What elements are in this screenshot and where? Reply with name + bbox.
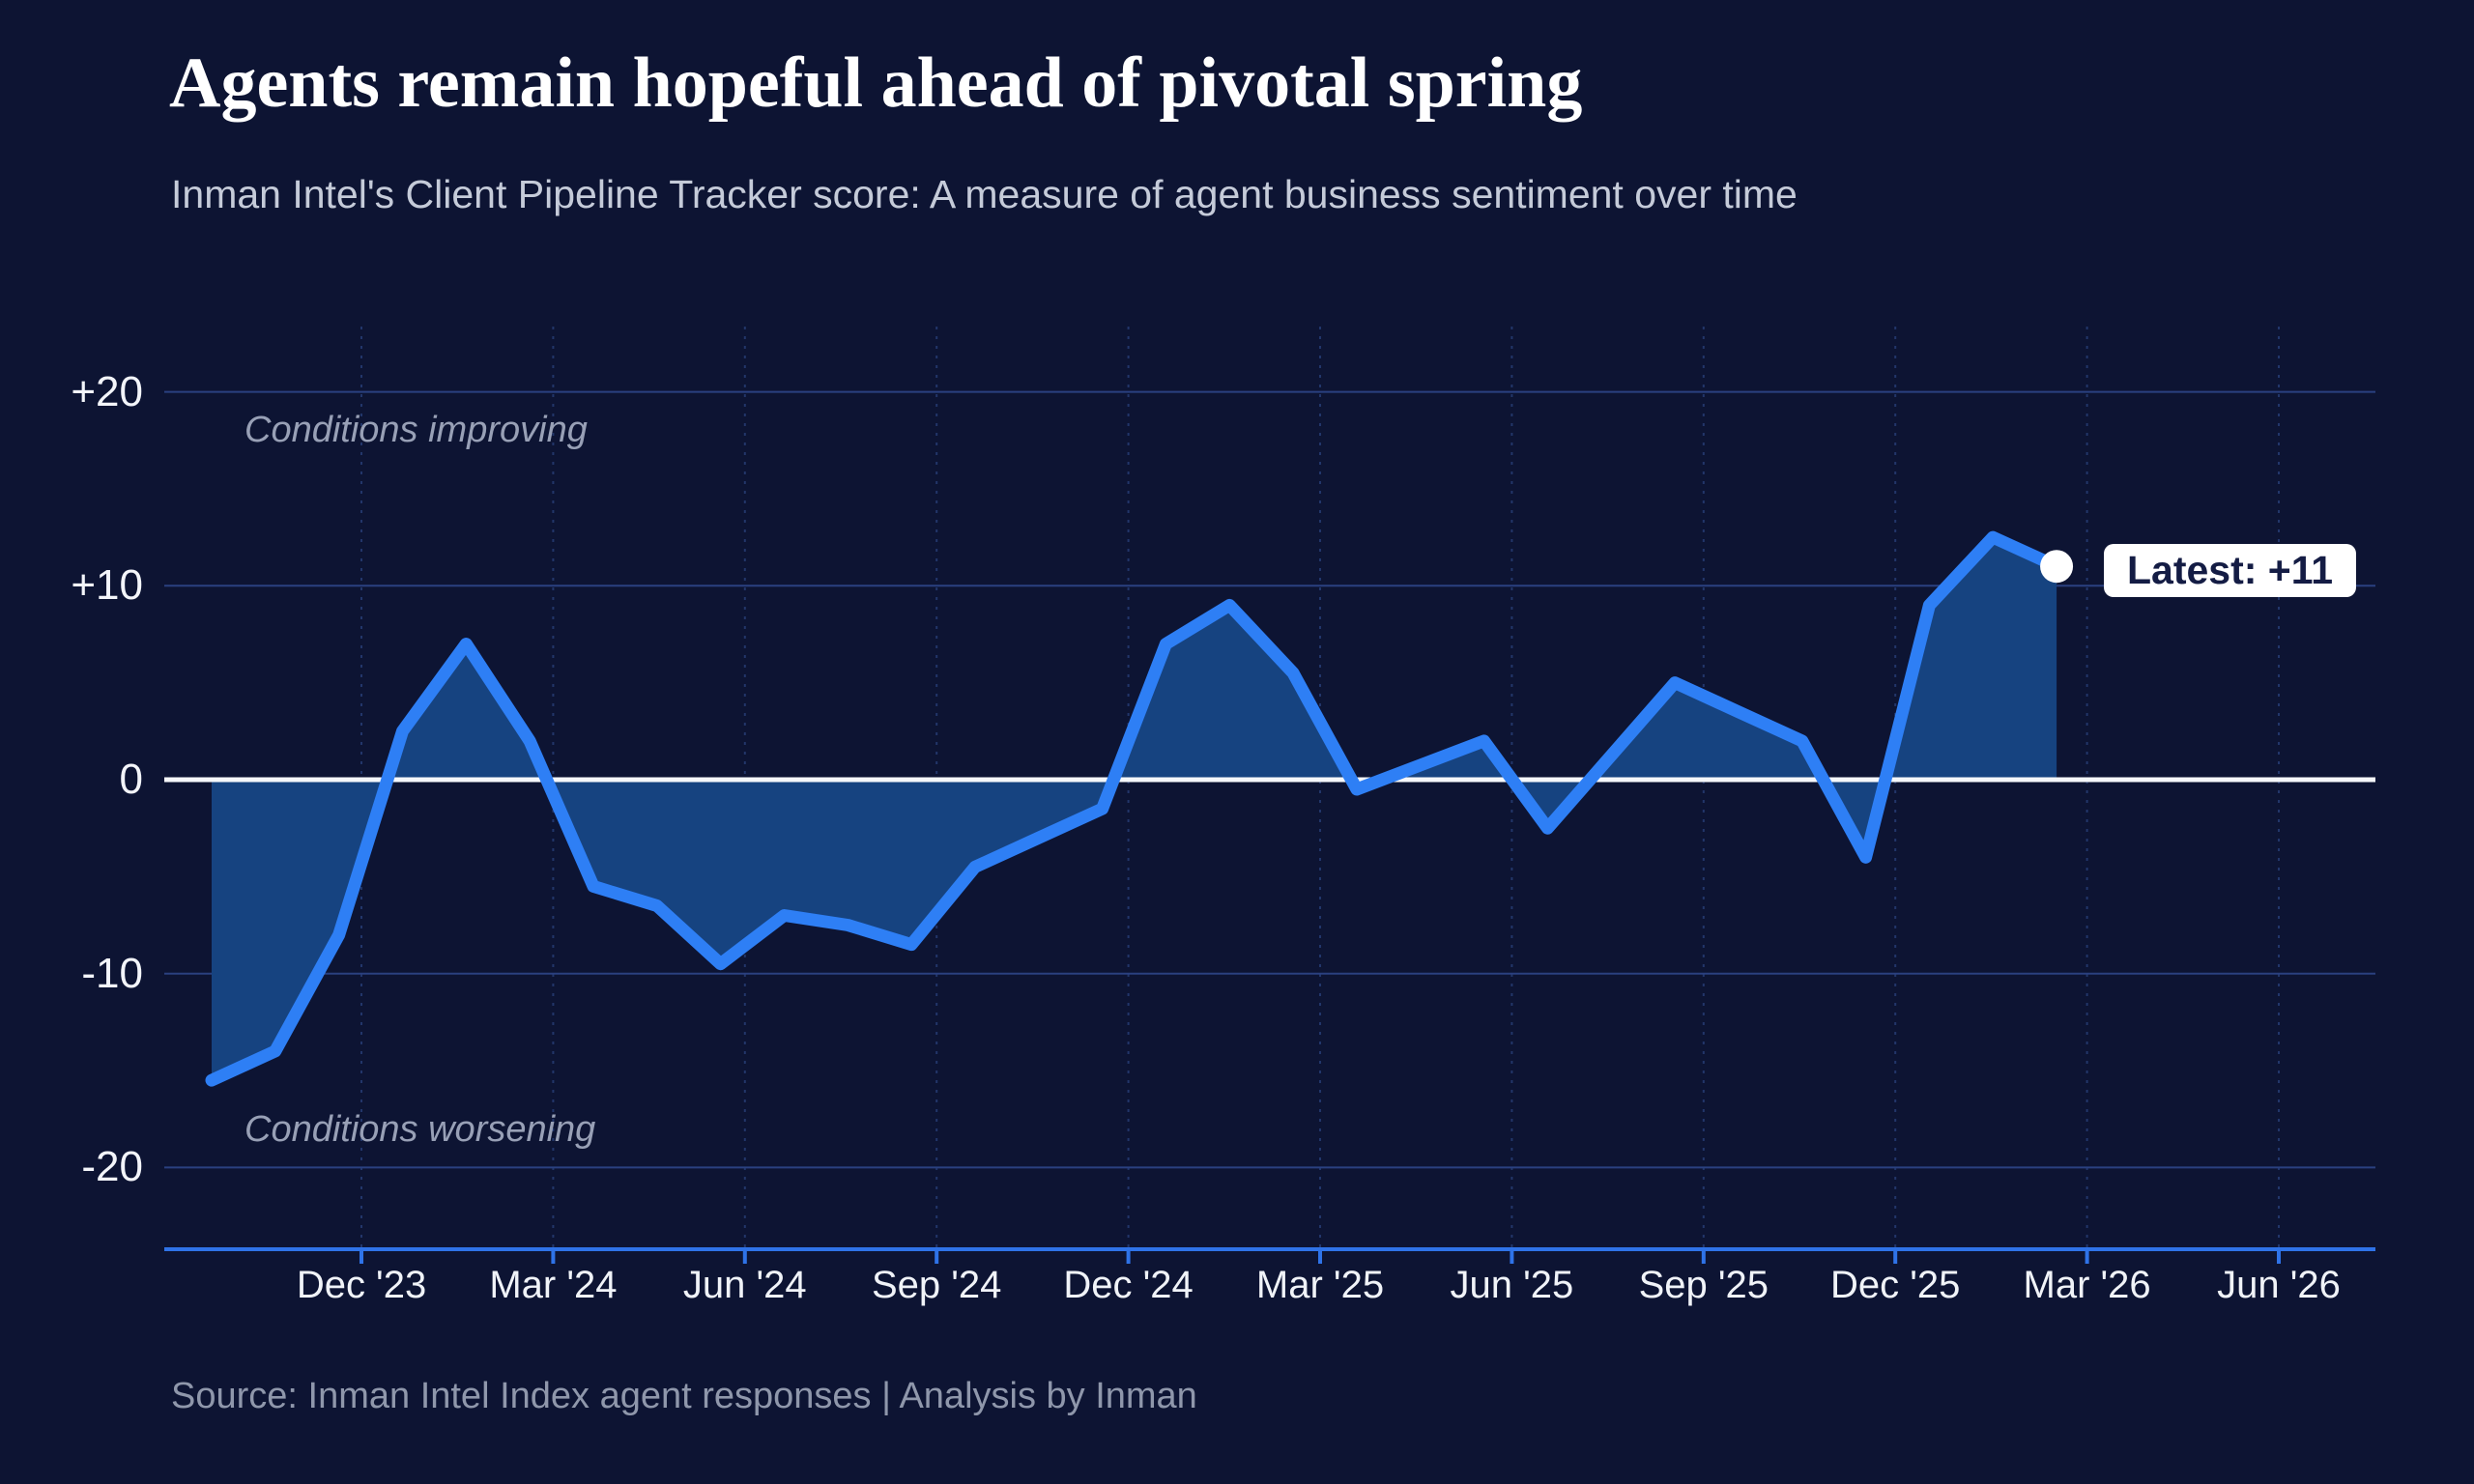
x-tick-label: Dec '23: [296, 1264, 427, 1306]
x-tick-label: Jun '26: [2217, 1264, 2341, 1306]
y-tick-label: -10: [81, 949, 143, 997]
x-tick-label: Sep '25: [1638, 1264, 1769, 1306]
y-tick-label: +10: [71, 561, 143, 610]
x-tick-label: Mar '25: [1255, 1264, 1385, 1306]
score-area-fill: [212, 537, 2057, 1081]
x-tick-label: Dec '24: [1063, 1264, 1194, 1306]
page-title: Agents remain hopeful ahead of pivotal s…: [169, 43, 1583, 123]
x-axis-ticks: [360, 1249, 2281, 1264]
x-tick-label: Mar '26: [2023, 1264, 2151, 1306]
x-tick-label: Jun '25: [1450, 1264, 1574, 1306]
x-tick-label: Dec '25: [1830, 1264, 1961, 1306]
x-tick-label: Mar '24: [489, 1264, 618, 1306]
latest-point-dot: [2040, 550, 2074, 584]
y-tick-label: -20: [81, 1143, 143, 1191]
page-subtitle: Inman Intel's Client Pipeline Tracker sc…: [171, 172, 1798, 216]
y-tick-label: 0: [119, 756, 143, 803]
annotation-conditions-improving: Conditions improving: [245, 410, 588, 450]
latest-value-badge: Latest: +11: [2104, 544, 2357, 597]
annotation-conditions-worsening: Conditions worsening: [245, 1109, 596, 1150]
x-tick-label: Sep '24: [871, 1264, 1002, 1306]
source-attribution: Source: Inman Intel Index agent response…: [171, 1376, 1197, 1416]
score-line: [205, 530, 2063, 1087]
x-tick-label: Jun '24: [682, 1264, 807, 1306]
y-tick-label: +20: [71, 367, 143, 415]
